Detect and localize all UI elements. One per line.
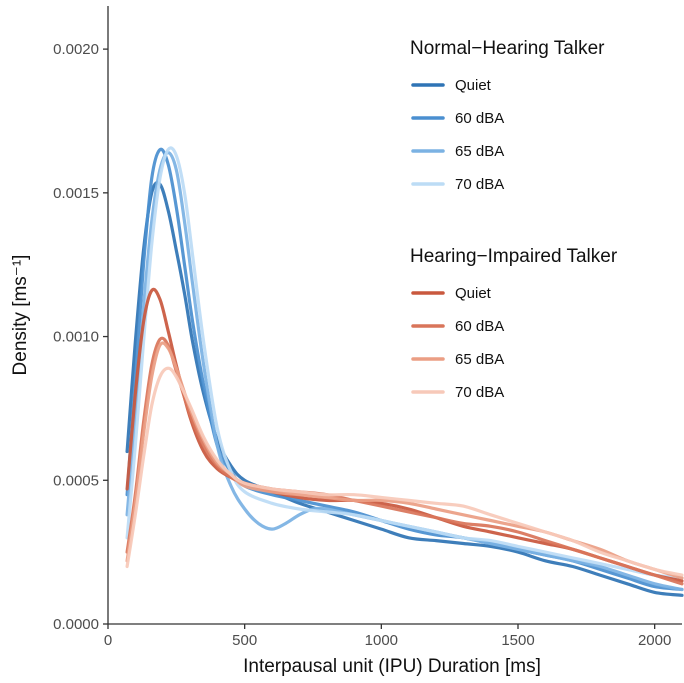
series-line-nh-60dba [125, 147, 684, 592]
x-axis-ticks: 0 500 1000 1500 2000 [104, 624, 671, 649]
y-tick-label: 0.0010 [53, 329, 99, 346]
series-line-nh-quiet [125, 181, 684, 597]
legend: Normal−Hearing Talker Quiet 60 dBA 65 dBA 70… [410, 38, 618, 401]
legend-title: Hearing−Impaired Talker [410, 246, 618, 267]
legend-label: Quiet [455, 285, 492, 302]
x-tick-label: 0 [104, 632, 112, 649]
y-tick-label: 0.0015 [53, 185, 99, 202]
legend-label: 70 dBA [455, 384, 504, 401]
x-tick-label: 1500 [501, 632, 534, 649]
x-tick-label: 500 [232, 632, 257, 649]
legend-label: 65 dBA [455, 143, 504, 160]
legend-label: 60 dBA [455, 318, 504, 335]
y-tick-label: 0.0020 [53, 41, 99, 58]
legend-label: Quiet [455, 77, 492, 94]
legend-label: 70 dBA [455, 176, 504, 193]
x-tick-label: 1000 [365, 632, 398, 649]
x-tick-label: 2000 [638, 632, 671, 649]
legend-title: Normal−Hearing Talker [410, 38, 605, 59]
legend-label: 60 dBA [455, 110, 504, 127]
y-axis-ticks: 0.0000 0.0005 0.0010 0.0015 0.0020 [53, 41, 108, 633]
x-axis-title: Interpausal unit (IPU) Duration [ms] [243, 656, 541, 677]
y-tick-label: 0.0005 [53, 472, 99, 489]
series-line-nh-70dba [125, 146, 684, 580]
series-line-hi-70dba [125, 366, 684, 577]
y-tick-label: 0.0000 [53, 616, 99, 633]
curve-layer [125, 146, 684, 597]
legend-label: 65 dBA [455, 351, 504, 368]
y-axis-title: Density [ms⁻¹] [10, 255, 31, 376]
